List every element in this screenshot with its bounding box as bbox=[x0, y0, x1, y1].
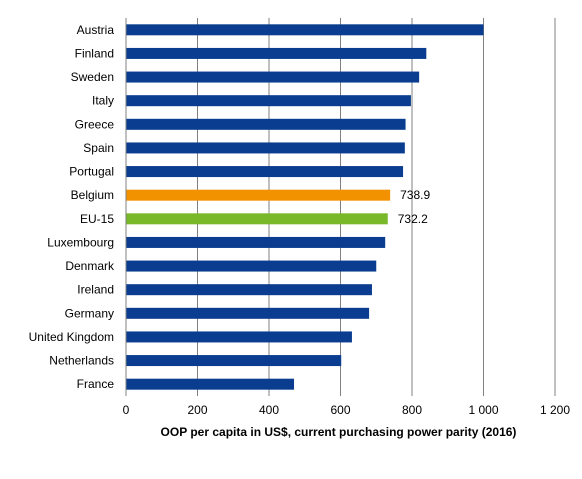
data-label: 732.2 bbox=[398, 212, 428, 226]
bar bbox=[126, 331, 352, 343]
category-label: United Kingdom bbox=[29, 330, 114, 344]
x-tick-label: 1 000 bbox=[468, 403, 498, 417]
category-label: Italy bbox=[92, 94, 114, 108]
x-tick-label: 1 200 bbox=[540, 403, 570, 417]
bar bbox=[126, 142, 405, 154]
bar bbox=[126, 307, 370, 319]
bar bbox=[126, 189, 391, 201]
bar bbox=[126, 47, 427, 59]
category-label: Spain bbox=[83, 141, 114, 155]
x-tick-label: 200 bbox=[187, 403, 207, 417]
bar bbox=[126, 118, 406, 130]
data-label: 738.9 bbox=[400, 188, 430, 202]
category-label: Belgium bbox=[71, 188, 114, 202]
category-label: Austria bbox=[77, 23, 115, 37]
category-label: Denmark bbox=[65, 259, 115, 273]
bar bbox=[126, 71, 420, 83]
bar bbox=[126, 166, 404, 178]
data-labels: 738.9 732.2 bbox=[398, 188, 431, 226]
x-tick-labels: 0 200 400 600 800 1 000 1 200 bbox=[123, 403, 571, 417]
category-label: Greece bbox=[75, 117, 115, 131]
category-label: Sweden bbox=[71, 70, 114, 84]
category-label: Ireland bbox=[77, 283, 114, 297]
category-label: Portugal bbox=[69, 165, 114, 179]
category-label: France bbox=[77, 377, 115, 391]
x-axis-title: OOP per capita in US$, current purchasin… bbox=[161, 425, 517, 439]
category-label: Finland bbox=[75, 46, 114, 60]
category-label: Luxembourg bbox=[47, 235, 114, 249]
bar bbox=[126, 284, 372, 296]
category-label: Netherlands bbox=[49, 354, 114, 368]
x-tick-label: 600 bbox=[330, 403, 350, 417]
bar bbox=[126, 236, 386, 248]
x-tick-label: 0 bbox=[123, 403, 130, 417]
category-label: Germany bbox=[65, 306, 114, 320]
bar bbox=[126, 213, 388, 225]
x-tick-label: 800 bbox=[402, 403, 422, 417]
bar bbox=[126, 260, 377, 272]
bar bbox=[126, 24, 484, 36]
bars-group bbox=[126, 24, 484, 390]
category-label: EU-15 bbox=[80, 212, 114, 226]
bar bbox=[126, 355, 342, 367]
x-tick-label: 400 bbox=[259, 403, 279, 417]
bar bbox=[126, 378, 295, 390]
category-labels: Austria Finland Sweden Italy Greece Spain Port… bbox=[29, 23, 115, 391]
bar bbox=[126, 95, 411, 107]
